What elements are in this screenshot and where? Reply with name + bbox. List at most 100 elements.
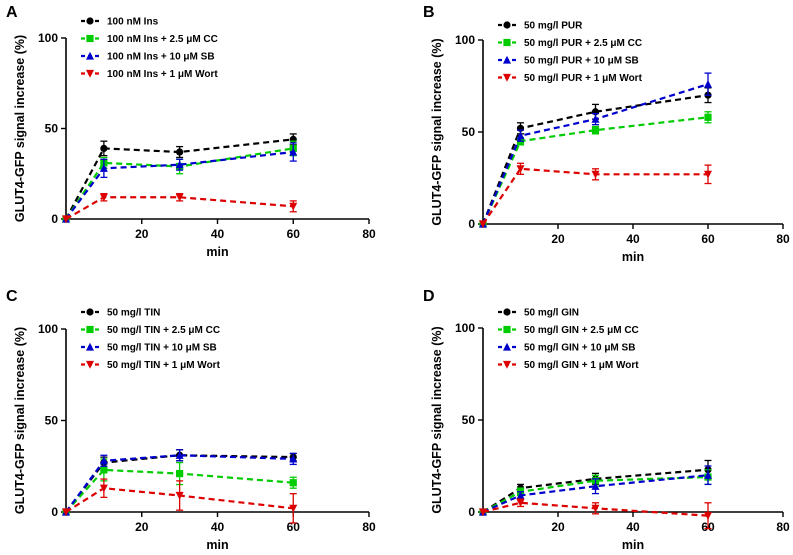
legend-marker bbox=[86, 325, 94, 334]
data-point bbox=[516, 499, 525, 507]
x-axis-title: min bbox=[206, 538, 228, 552]
legend-entry: 50 mg/l TIN + 1 μM Wort bbox=[81, 360, 221, 371]
data-point bbox=[704, 512, 712, 520]
y-tick-label: 50 bbox=[45, 414, 59, 428]
data-point bbox=[175, 160, 184, 169]
y-tick-label: 50 bbox=[45, 122, 59, 136]
legend-marker bbox=[86, 360, 94, 369]
legend-label: 50 mg/l TIN + 1 μM Wort bbox=[107, 360, 221, 371]
legend-entry: 100 nM Ins + 1 μM Wort bbox=[81, 69, 218, 80]
data-point bbox=[100, 466, 108, 474]
legend-marker bbox=[503, 360, 511, 369]
data-point bbox=[591, 504, 600, 513]
panel-a: A 0 50 100 20 40 60 80 min GLUT4-GFP signal incre… bbox=[6, 4, 376, 259]
data-point bbox=[62, 215, 70, 224]
x-tick-label: 40 bbox=[626, 232, 640, 246]
data-point bbox=[591, 170, 600, 179]
legend-label: 50 mg/l PUR + 10 μM SB bbox=[524, 56, 639, 67]
legend-entry: 50 mg/l PUR + 1 μM Wort bbox=[498, 73, 643, 84]
legend-marker bbox=[503, 38, 511, 47]
x-tick-label: 40 bbox=[211, 520, 225, 534]
series-line bbox=[65, 147, 294, 220]
x-axis-title: min bbox=[622, 538, 644, 552]
series-line bbox=[482, 501, 709, 517]
series-line bbox=[65, 138, 294, 220]
data-point bbox=[516, 131, 525, 140]
y-tick-label: 100 bbox=[38, 31, 58, 45]
legend-marker bbox=[86, 308, 94, 316]
series-line bbox=[482, 167, 708, 225]
series-line bbox=[482, 475, 709, 513]
legend-marker bbox=[86, 17, 94, 25]
data-point bbox=[704, 471, 712, 479]
data-point bbox=[100, 144, 108, 153]
y-tick-label: 50 bbox=[462, 413, 476, 427]
series-line bbox=[482, 468, 709, 513]
legend-marker bbox=[503, 308, 511, 316]
series bbox=[62, 133, 297, 223]
series-line bbox=[65, 196, 294, 220]
series-line bbox=[65, 468, 294, 513]
y-axis-title: GLUT4-GFP signal increase (%) bbox=[430, 326, 444, 513]
series-line bbox=[65, 487, 294, 513]
legend-entry: 50 mg/l PUR + 10 μM SB bbox=[498, 56, 639, 67]
series bbox=[62, 193, 298, 224]
data-point bbox=[99, 164, 108, 172]
data-point bbox=[704, 113, 712, 121]
data-point bbox=[176, 469, 184, 478]
legend-entry: 50 mg/l TIN bbox=[81, 308, 160, 319]
legend-label: 50 mg/l PUR + 2.5 μM CC bbox=[524, 38, 642, 49]
legend-marker bbox=[503, 342, 511, 351]
legend-entry: 50 mg/l GIN bbox=[498, 308, 579, 319]
data-point bbox=[99, 193, 108, 202]
legend-marker bbox=[503, 73, 511, 82]
legend-label: 50 mg/l GIN + 10 μM SB bbox=[524, 343, 635, 354]
data-point bbox=[289, 479, 297, 487]
data-point bbox=[479, 220, 487, 229]
x-tick-label: 20 bbox=[135, 520, 149, 534]
legend-label: 50 mg/l TIN + 10 μM SB bbox=[107, 343, 217, 354]
panel-letter: B bbox=[423, 4, 435, 21]
series-line bbox=[482, 474, 709, 514]
data-point bbox=[62, 508, 70, 517]
legend-label: 100 nM Ins + 1 μM Wort bbox=[107, 69, 218, 80]
legend-entry: 50 mg/l PUR bbox=[498, 21, 583, 32]
x-tick-label: 80 bbox=[776, 232, 790, 246]
legend-entry: 50 mg/l GIN + 10 μM SB bbox=[498, 343, 635, 354]
y-tick-label: 100 bbox=[38, 322, 58, 336]
series bbox=[479, 87, 712, 228]
data-point bbox=[704, 170, 712, 179]
legend-marker bbox=[86, 51, 94, 60]
data-point bbox=[591, 126, 600, 134]
data-point bbox=[516, 165, 525, 173]
data-point bbox=[99, 484, 108, 493]
series bbox=[62, 142, 298, 223]
data-point bbox=[176, 148, 184, 156]
data-point bbox=[175, 451, 184, 459]
x-axis-title: min bbox=[622, 250, 644, 264]
legend-marker bbox=[503, 325, 511, 334]
legend-entry: 50 mg/l GIN + 2.5 μM CC bbox=[498, 325, 639, 336]
legend-label: 50 mg/l PUR + 1 μM Wort bbox=[524, 73, 643, 84]
data-point bbox=[591, 482, 600, 490]
data-point bbox=[289, 454, 298, 463]
panel-letter: D bbox=[423, 288, 435, 305]
series-line bbox=[481, 94, 709, 225]
series bbox=[62, 478, 298, 524]
y-tick-label: 0 bbox=[51, 212, 58, 226]
x-tick-label: 40 bbox=[211, 227, 225, 241]
legend-label: 50 mg/l GIN bbox=[524, 308, 579, 319]
x-tick-label: 20 bbox=[551, 232, 565, 246]
data-point bbox=[289, 202, 298, 211]
data-point bbox=[289, 147, 298, 156]
series-line bbox=[65, 454, 294, 513]
legend-marker bbox=[86, 69, 94, 78]
legend-entry: 50 mg/l PUR + 2.5 μM CC bbox=[498, 38, 642, 49]
legend-label: 50 mg/l PUR bbox=[524, 21, 583, 32]
x-tick-label: 20 bbox=[135, 227, 149, 241]
legend-label: 100 nM Ins + 2.5 μM CC bbox=[107, 34, 218, 45]
y-axis-title: GLUT4-GFP signal increase (%) bbox=[13, 327, 27, 514]
x-axis-title: min bbox=[206, 245, 228, 259]
y-axis-title: GLUT4-GFP signal increase (%) bbox=[13, 35, 27, 222]
